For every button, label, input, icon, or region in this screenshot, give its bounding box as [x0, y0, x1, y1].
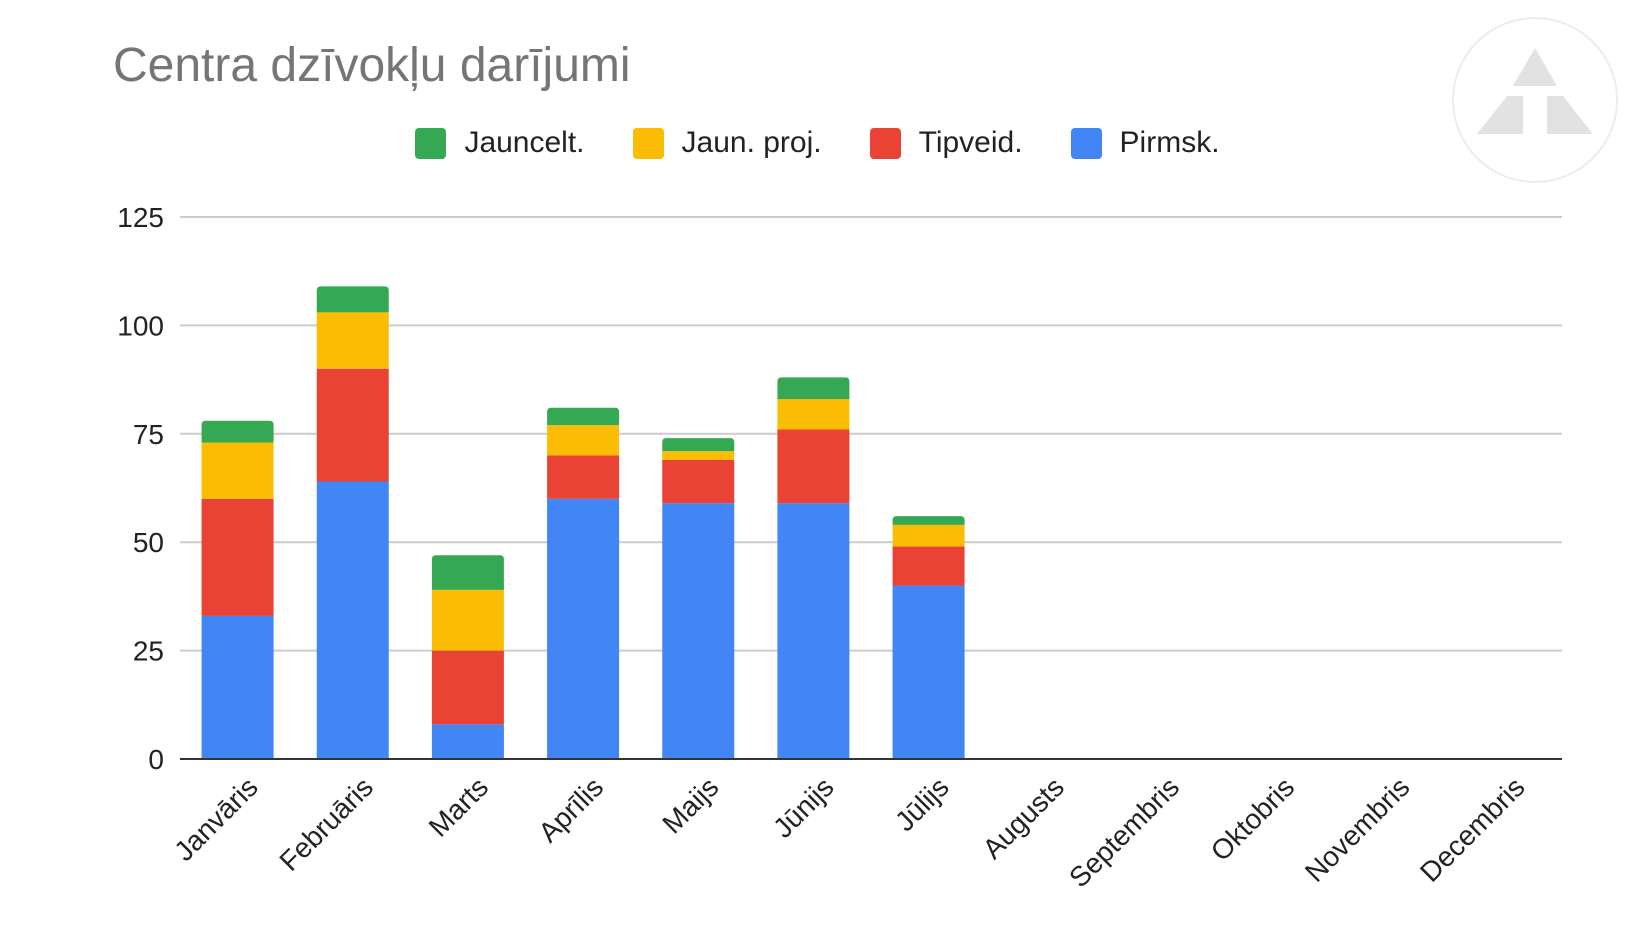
bar-segment-pirmsk[interactable] — [892, 585, 965, 759]
bar-segment-pirmsk[interactable] — [201, 615, 274, 759]
chart-title: Centra dzīvokļu darījumi — [113, 39, 631, 92]
y-tick-label: 75 — [133, 419, 164, 450]
bar-segment-jauncelt[interactable] — [547, 407, 620, 426]
y-tick-label: 100 — [117, 310, 164, 341]
bar-segment-jaun-proj[interactable] — [431, 589, 504, 651]
chart-legend: Jauncelt. Jaun. proj. Tipveid. Pirmsk. — [0, 126, 1635, 160]
y-tick-label: 0 — [148, 744, 164, 775]
x-tick-label: Aprīlis — [532, 771, 609, 848]
bar-segment-tipveid[interactable] — [777, 429, 850, 504]
x-tick-label: Marts — [423, 771, 494, 842]
bar-segment-pirmsk[interactable] — [777, 503, 850, 759]
x-tick-label: Oktobris — [1205, 771, 1301, 867]
legend-label-tipveid: Tipveid. — [918, 126, 1023, 159]
logo-triangle-icon — [1452, 17, 1618, 183]
bar-segment-tipveid[interactable] — [892, 546, 965, 586]
legend-swatch-tipveid — [869, 127, 901, 159]
bar-segment-tipveid[interactable] — [431, 650, 504, 725]
bar-segment-tipveid[interactable] — [662, 459, 735, 504]
x-tick-label: Novembris — [1299, 771, 1416, 888]
bar-segment-jauncelt[interactable] — [316, 286, 389, 313]
x-tick-label: Augusts — [977, 771, 1070, 864]
x-tick-label: Septembris — [1063, 771, 1185, 893]
legend-label-jauncelt: Jauncelt. — [464, 126, 585, 159]
bar-segment-jaun-proj[interactable] — [777, 399, 850, 430]
bar-segment-pirmsk[interactable] — [431, 724, 504, 759]
legend-label-pirmsk: Pirmsk. — [1119, 126, 1220, 159]
legend-swatch-jauncelt — [415, 127, 447, 159]
bar-segment-pirmsk[interactable] — [547, 498, 620, 759]
x-tick-label: Janvāris — [168, 771, 264, 867]
bar-segment-jauncelt[interactable] — [431, 555, 504, 590]
bar-segment-jauncelt[interactable] — [777, 377, 850, 400]
bar-segment-tipveid[interactable] — [201, 498, 274, 616]
x-tick-label: Februāris — [273, 771, 379, 877]
bar-segment-jauncelt[interactable] — [662, 438, 735, 452]
bar-segment-jaun-proj[interactable] — [316, 312, 389, 369]
legend-item-jaun-proj[interactable]: Jaun. proj. — [632, 126, 822, 160]
x-tick-label: Jūnijs — [767, 771, 840, 844]
legend-swatch-pirmsk — [1070, 127, 1102, 159]
bar-segment-jaun-proj[interactable] — [662, 451, 735, 460]
x-tick-label: Maijs — [656, 771, 724, 839]
x-tick-label: Decembris — [1414, 771, 1531, 888]
y-axis-ticks: 0 25 50 75 100 125 — [117, 202, 164, 775]
bar-segment-pirmsk[interactable] — [316, 481, 389, 759]
gridlines — [180, 216, 1562, 652]
bar-segment-jauncelt[interactable] — [201, 420, 274, 443]
bar-segment-pirmsk[interactable] — [662, 503, 735, 759]
bars — [201, 286, 965, 759]
x-tick-label: Jūlijs — [889, 771, 955, 837]
bar-segment-tipveid[interactable] — [547, 455, 620, 499]
bar-segment-tipveid[interactable] — [316, 368, 389, 482]
legend-item-jauncelt[interactable]: Jauncelt. — [415, 126, 585, 160]
bar-segment-jaun-proj[interactable] — [892, 524, 965, 547]
y-tick-label: 50 — [133, 527, 164, 558]
legend-item-tipveid[interactable]: Tipveid. — [869, 126, 1023, 160]
bar-segment-jaun-proj[interactable] — [201, 442, 274, 499]
legend-swatch-jaun-proj — [632, 127, 664, 159]
legend-label-jaun-proj: Jaun. proj. — [681, 126, 822, 159]
y-tick-label: 25 — [133, 636, 164, 667]
y-tick-label: 125 — [117, 202, 164, 233]
bar-segment-jaun-proj[interactable] — [547, 425, 620, 456]
bar-segment-jauncelt[interactable] — [892, 516, 965, 525]
x-axis-ticks: Janvāris Februāris Marts Aprīlis Maijs Jūnijs… — [168, 771, 1530, 893]
legend-item-pirmsk[interactable]: Pirmsk. — [1070, 126, 1220, 160]
